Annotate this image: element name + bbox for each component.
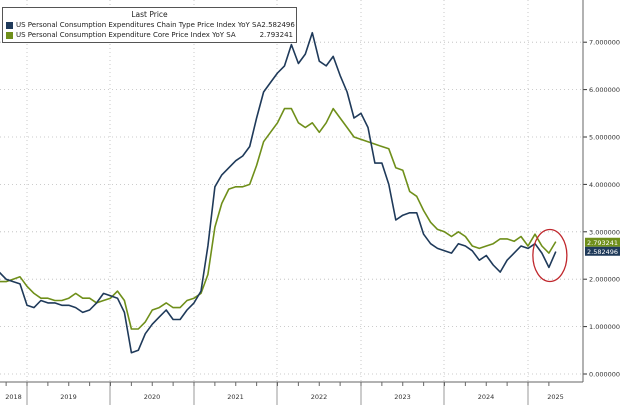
x-tick-label: 2020 xyxy=(144,393,161,401)
y-tick-label: 7.000000 xyxy=(589,39,620,47)
y-tick-label: 3.000000 xyxy=(589,228,620,236)
legend-swatch xyxy=(6,31,13,39)
series-line xyxy=(0,107,557,330)
legend-value: 2.793241 xyxy=(259,31,293,39)
last-value-label: 2.582496 xyxy=(587,248,618,256)
legend-entry-core: US Personal Consumption Expenditure Core… xyxy=(6,30,293,40)
legend-name: US Personal Consumption Expenditures Cha… xyxy=(16,21,262,29)
x-tick-label: 2025 xyxy=(547,393,564,401)
y-tick-label: 6.000000 xyxy=(589,86,620,94)
last-value-tag xyxy=(585,237,620,247)
legend-swatch xyxy=(6,21,13,29)
x-tick-label: 2019 xyxy=(60,393,77,401)
last-value-label: 2.793241 xyxy=(587,239,618,247)
y-tick-label: 4.000000 xyxy=(589,181,620,189)
x-tick-label: 2018 xyxy=(5,393,22,401)
legend-name: US Personal Consumption Expenditure Core… xyxy=(16,31,236,39)
y-tick-label: 2.000000 xyxy=(589,276,620,284)
x-tick-label: 2021 xyxy=(227,393,244,401)
x-tick-label: 2024 xyxy=(478,393,495,401)
y-tick-label: 5.000000 xyxy=(589,134,620,142)
x-tick-label: 2022 xyxy=(311,393,328,401)
y-tick-label: 0.000000 xyxy=(589,371,620,379)
legend-header: Last Price xyxy=(131,10,168,19)
legend-value: 2.582496 xyxy=(261,21,295,29)
annotation-ellipse xyxy=(532,228,568,283)
series-line xyxy=(0,31,557,354)
x-tick-label: 2023 xyxy=(394,393,411,401)
legend-entry-headline: US Personal Consumption Expenditures Cha… xyxy=(6,20,295,30)
legend: Last Price US Personal Consumption Expen… xyxy=(2,7,297,43)
last-value-tag xyxy=(585,246,620,256)
y-tick-label: 1.000000 xyxy=(589,323,620,331)
